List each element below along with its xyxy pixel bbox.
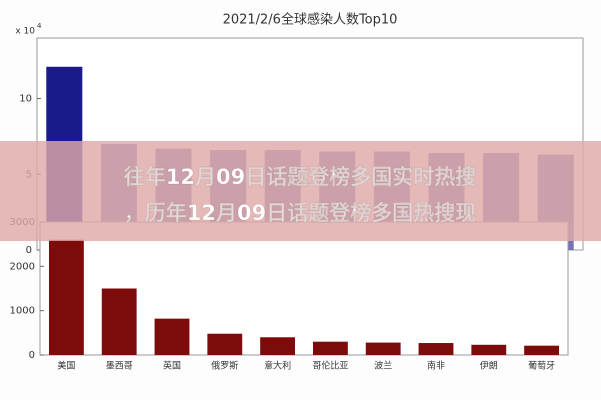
y-tick-label: 10 xyxy=(19,94,32,105)
x-tick-label: 伊朗 xyxy=(480,360,498,372)
y-multiplier: x 10 xyxy=(15,27,35,37)
banner xyxy=(0,141,601,241)
x-tick-label: 英国 xyxy=(163,360,181,372)
bar xyxy=(471,344,507,355)
x-tick-label: 意大利 xyxy=(264,360,291,372)
y-multiplier-exponent: 4 xyxy=(37,22,42,30)
bar xyxy=(207,333,243,355)
x-tick-label: 波兰 xyxy=(374,360,392,372)
bar xyxy=(312,341,348,355)
bar xyxy=(524,345,560,355)
bar xyxy=(365,342,401,355)
banner-line: 往年12月09日话题登榜多国实时热搜 xyxy=(124,165,477,189)
x-tick-label: 葡萄牙 xyxy=(528,360,555,372)
bar xyxy=(154,318,190,355)
x-tick-label: 南非 xyxy=(427,360,445,372)
y-tick-label: 0 xyxy=(26,245,32,256)
x-tick-label: 美国 xyxy=(57,360,75,372)
bar xyxy=(101,288,137,355)
x-tick-label: 哥伦比亚 xyxy=(312,360,348,372)
chart-title: 2021/2/6全球感染人数Top10 xyxy=(223,12,398,28)
bar xyxy=(48,239,84,355)
y-tick-label: 2000 xyxy=(10,261,35,272)
bar xyxy=(260,337,296,355)
y-tick-label: 0 xyxy=(29,350,35,361)
bar xyxy=(418,343,454,355)
x-tick-label: 俄罗斯 xyxy=(211,360,238,372)
y-tick-label: 1000 xyxy=(10,306,35,317)
banner-line: ，历年12月09日话题登榜多国热搜现 xyxy=(124,201,476,225)
x-tick-label: 墨西哥 xyxy=(106,361,133,372)
